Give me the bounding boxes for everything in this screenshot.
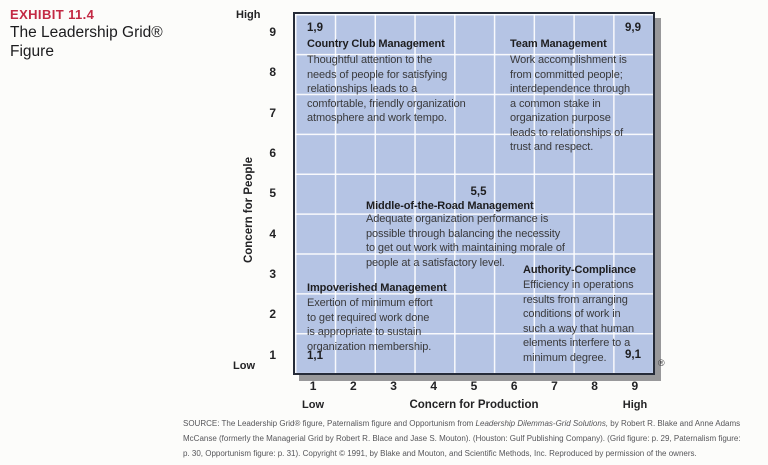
- source-book-title: Leadership Dilemmas-Grid Solutions,: [475, 419, 609, 428]
- y-tick: 7: [269, 105, 276, 120]
- leadership-grid: 1,9 Country Club Management Thoughtful a…: [293, 12, 655, 375]
- x-tick: 3: [390, 379, 397, 393]
- x-axis-low-label: Low: [302, 399, 324, 411]
- quadrant-coord-1-1: 1,1: [307, 350, 323, 362]
- y-tick: 6: [269, 146, 276, 161]
- x-tick: 8: [591, 379, 598, 393]
- y-axis-label: Concern for People: [243, 156, 255, 264]
- x-tick: 1: [309, 379, 317, 393]
- y-tick: 5: [269, 186, 276, 201]
- quadrant-title-team: Team Management: [510, 38, 607, 50]
- quadrant-title-impoverished: Impoverished Management: [307, 282, 447, 294]
- quadrant-desc-team: Work accomplishment is from committed pe…: [510, 54, 631, 153]
- quadrant-title-middle: Middle-of-the-Road Management: [366, 200, 534, 212]
- x-tick: 5: [470, 379, 478, 393]
- quadrant-coord-9-1: 9,1: [625, 349, 641, 361]
- y-tick: 9: [269, 25, 276, 40]
- quadrant-desc-authority-compliance: Efficiency in operations results from ar…: [523, 279, 635, 364]
- source-credit: SOURCE: The Leadership Grid® figure, Pat…: [183, 416, 767, 461]
- y-tick: 1: [269, 347, 276, 362]
- quadrant-coord-5-5: 5,5: [470, 186, 487, 198]
- quadrant-desc-middle: Adequate organization performance is pos…: [366, 213, 565, 269]
- x-axis-label-row: Low Concern for Production High: [293, 399, 655, 413]
- x-axis-label: Concern for Production: [409, 399, 539, 411]
- x-tick: 6: [510, 379, 518, 393]
- registered-trademark-icon: ®: [658, 358, 665, 368]
- source-line-1: SOURCE: The Leadership Grid® figure, Pat…: [183, 419, 741, 428]
- quadrant-block-middle: 5,5 Middle-of-the-Road Management Adequa…: [366, 186, 591, 270]
- quadrant-desc-impoverished: Exertion of minimum effort to get requir…: [307, 297, 433, 353]
- x-axis-high-label: High: [622, 399, 648, 411]
- y-tick: 2: [269, 307, 276, 322]
- y-axis-ticks: 9 8 7 6 5 4 3 2 1: [256, 12, 284, 375]
- x-axis-ticks: 1 2 3 4 5 6 7 8 9: [293, 379, 655, 393]
- quadrant-coord-1-9: 1,9: [307, 22, 323, 34]
- y-tick: 3: [269, 267, 276, 282]
- y-axis-low-label: Low: [233, 360, 255, 372]
- x-tick: 9: [631, 379, 639, 393]
- exhibit-title: The Leadership Grid® Figure: [10, 24, 163, 60]
- y-tick: 4: [269, 226, 276, 241]
- source-line-3: p. 30, Opportunism figure: p. 31). Copyr…: [183, 449, 697, 458]
- quadrant-coord-9-9: 9,9: [625, 22, 641, 34]
- exhibit-kicker: EXHIBIT 11.4: [10, 7, 95, 22]
- x-tick: 4: [430, 379, 438, 393]
- quadrant-desc-country-club: Thoughtful attention to the needs of peo…: [307, 54, 466, 124]
- x-tick: 7: [551, 379, 558, 393]
- y-axis-high-label: High: [236, 9, 261, 21]
- y-tick: 8: [269, 65, 276, 80]
- source-line-2: McCanse (formerly the Managerial Grid by…: [183, 434, 741, 443]
- quadrant-title-country-club: Country Club Management: [307, 38, 445, 50]
- x-tick: 2: [349, 379, 357, 393]
- quadrant-title-authority-compliance: Authority-Compliance: [523, 264, 636, 276]
